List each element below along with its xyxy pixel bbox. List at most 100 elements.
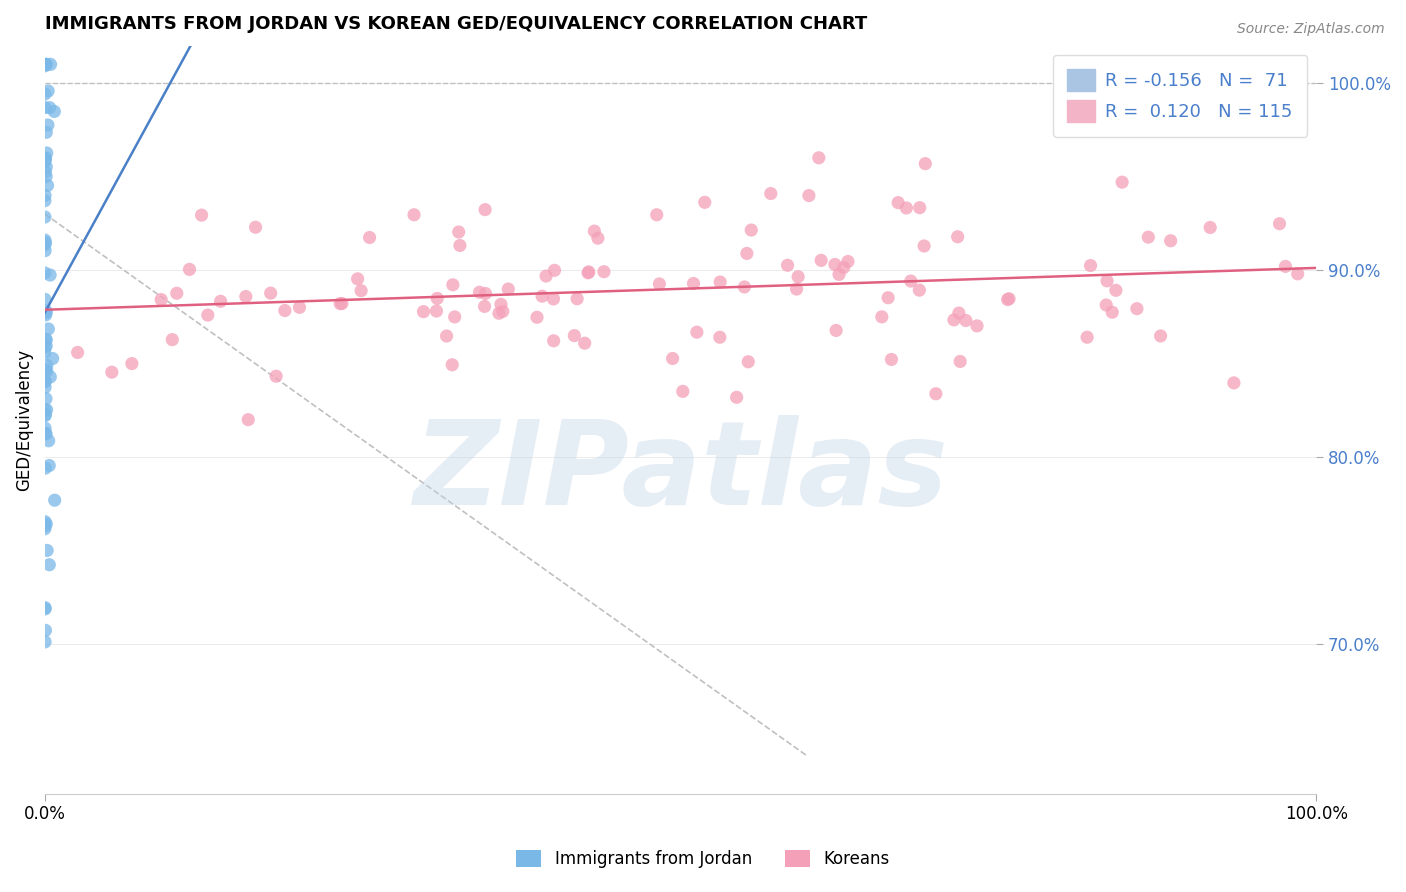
Point bbox=[34, 426, 56, 441]
Point bbox=[412, 304, 434, 318]
Point bbox=[586, 231, 609, 245]
Point bbox=[238, 412, 260, 426]
Point bbox=[35, 364, 58, 378]
Point bbox=[34, 210, 56, 224]
Point bbox=[274, 303, 297, 318]
Point bbox=[37, 118, 59, 132]
Point bbox=[825, 323, 848, 337]
Point bbox=[44, 493, 66, 508]
Point bbox=[648, 277, 671, 291]
Point bbox=[776, 258, 799, 272]
Point bbox=[1126, 301, 1149, 316]
Point bbox=[489, 297, 512, 311]
Point bbox=[543, 292, 565, 306]
Point bbox=[543, 334, 565, 348]
Point bbox=[34, 402, 56, 417]
Point bbox=[209, 294, 232, 309]
Point bbox=[1286, 267, 1309, 281]
Point bbox=[725, 390, 748, 404]
Point bbox=[1274, 260, 1296, 274]
Point bbox=[34, 101, 56, 115]
Point bbox=[350, 284, 373, 298]
Point bbox=[190, 208, 212, 222]
Point bbox=[837, 254, 859, 268]
Legend: R = -0.156   N =  71, R =  0.120   N = 115: R = -0.156 N = 71, R = 0.120 N = 115 bbox=[1053, 54, 1308, 136]
Point bbox=[346, 272, 368, 286]
Point bbox=[896, 201, 918, 215]
Point bbox=[34, 57, 56, 71]
Point bbox=[37, 178, 59, 193]
Point bbox=[925, 386, 948, 401]
Point bbox=[908, 283, 931, 297]
Point bbox=[35, 339, 58, 353]
Point bbox=[578, 265, 600, 279]
Point bbox=[35, 332, 58, 346]
Point bbox=[877, 291, 900, 305]
Point bbox=[245, 220, 267, 235]
Y-axis label: GED/Equivalency: GED/Equivalency bbox=[15, 349, 32, 491]
Point bbox=[441, 358, 464, 372]
Text: Source: ZipAtlas.com: Source: ZipAtlas.com bbox=[1237, 22, 1385, 37]
Point bbox=[235, 289, 257, 303]
Point bbox=[1111, 175, 1133, 189]
Point bbox=[38, 458, 60, 473]
Point bbox=[740, 223, 762, 237]
Text: ZIPatlas: ZIPatlas bbox=[413, 415, 948, 530]
Point bbox=[38, 434, 60, 448]
Point bbox=[35, 57, 58, 71]
Point bbox=[359, 230, 381, 244]
Point bbox=[914, 156, 936, 170]
Point bbox=[162, 333, 184, 347]
Point bbox=[832, 260, 855, 275]
Point bbox=[441, 277, 464, 292]
Point bbox=[645, 208, 668, 222]
Point bbox=[737, 355, 759, 369]
Point bbox=[166, 286, 188, 301]
Point bbox=[35, 333, 58, 347]
Point bbox=[661, 351, 683, 366]
Point bbox=[908, 201, 931, 215]
Point bbox=[34, 308, 56, 322]
Point bbox=[34, 57, 56, 71]
Point bbox=[34, 421, 56, 435]
Point bbox=[1095, 298, 1118, 312]
Point bbox=[35, 306, 58, 320]
Point bbox=[330, 296, 353, 310]
Point bbox=[39, 57, 62, 71]
Point bbox=[34, 515, 56, 529]
Point bbox=[34, 375, 56, 389]
Point bbox=[1080, 259, 1102, 273]
Point bbox=[39, 268, 62, 282]
Point bbox=[34, 151, 56, 165]
Point bbox=[35, 392, 58, 406]
Point bbox=[565, 292, 588, 306]
Point bbox=[966, 318, 988, 333]
Point bbox=[880, 352, 903, 367]
Point bbox=[474, 286, 496, 301]
Point bbox=[583, 224, 606, 238]
Point bbox=[498, 282, 520, 296]
Point bbox=[786, 282, 808, 296]
Point bbox=[34, 233, 56, 247]
Point bbox=[34, 57, 56, 71]
Point bbox=[912, 239, 935, 253]
Point bbox=[942, 313, 965, 327]
Point bbox=[474, 300, 496, 314]
Point bbox=[693, 195, 716, 210]
Point bbox=[807, 151, 830, 165]
Point bbox=[1160, 234, 1182, 248]
Point bbox=[34, 345, 56, 359]
Point bbox=[526, 310, 548, 325]
Point bbox=[1105, 283, 1128, 297]
Point bbox=[1095, 274, 1118, 288]
Point bbox=[1199, 220, 1222, 235]
Point bbox=[492, 304, 515, 318]
Text: IMMIGRANTS FROM JORDAN VS KOREAN GED/EQUIVALENCY CORRELATION CHART: IMMIGRANTS FROM JORDAN VS KOREAN GED/EQU… bbox=[45, 15, 868, 33]
Point bbox=[38, 558, 60, 572]
Point bbox=[37, 543, 59, 558]
Point bbox=[576, 266, 599, 280]
Point bbox=[34, 188, 56, 202]
Point bbox=[34, 461, 56, 475]
Point bbox=[1149, 329, 1171, 343]
Point bbox=[35, 160, 58, 174]
